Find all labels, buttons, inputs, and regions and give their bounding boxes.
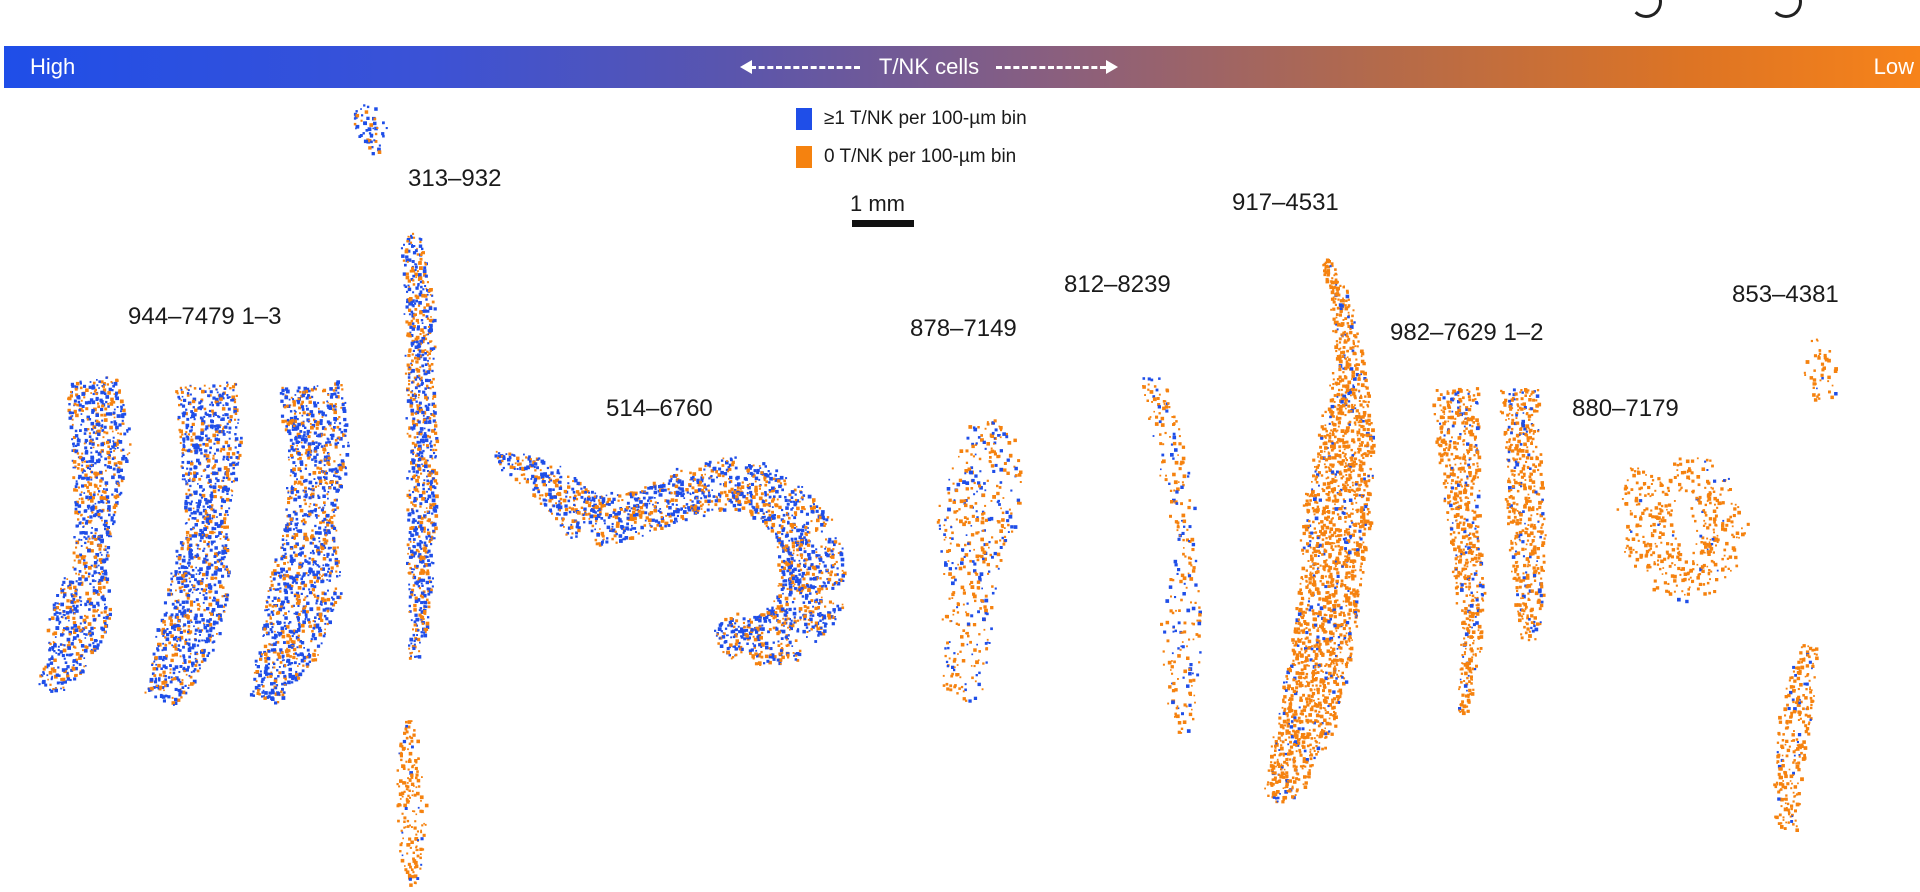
tissue-982-7629-1 — [1432, 387, 1487, 716]
arrow-left-icon — [740, 60, 752, 74]
gradient-high-label: High — [30, 54, 76, 79]
tissue-944-7479-3 — [249, 380, 350, 705]
legend-swatch-orange — [796, 146, 812, 168]
dashed-line-right — [996, 66, 1106, 69]
tissue-982-7629-2 — [1499, 388, 1547, 642]
tissue-880-7179 — [1616, 457, 1750, 604]
sample-label-880-7179: 880–7179 — [1572, 395, 1679, 422]
sample-label-853-4381: 853–4381 — [1732, 281, 1839, 308]
tissue-812-8239 — [1142, 377, 1202, 734]
tissue-944-7479-1 — [38, 376, 132, 693]
gradient-low-label: Low — [1873, 54, 1914, 79]
scale-bar-label: 1 mm — [850, 191, 905, 216]
sample-label-313-932: 313–932 — [408, 165, 502, 192]
arrow-right-icon — [1106, 60, 1118, 74]
legend-label-zero: 0 T/NK per 100-µm bin — [824, 146, 1017, 167]
dashed-line-left — [750, 66, 860, 69]
gradient-center-label: T/NK cells — [878, 54, 980, 79]
legend-label-high: ≥1 T/NK per 100-µm bin — [824, 108, 1027, 129]
legend-swatch-blue — [796, 108, 812, 130]
tissue-878-7149 — [936, 419, 1023, 703]
tissue-853-4381-top — [1803, 338, 1838, 402]
sample-label-917-4531: 917–4531 — [1232, 189, 1339, 216]
tissue-313-932-bottom — [396, 720, 429, 887]
sample-label-514-6760: 514–6760 — [606, 395, 713, 422]
scale-bar — [852, 220, 914, 227]
tissue-944-7479-2 — [144, 381, 243, 706]
sample-label-944-7479: 944–7479 1–3 — [128, 303, 282, 330]
sample-label-878-7149: 878–7149 — [910, 315, 1017, 342]
tissue-917-4531 — [1264, 258, 1376, 804]
sample-label-812-8239: 812–8239 — [1064, 271, 1171, 298]
tissue-313-932-top — [353, 104, 388, 156]
tissue-853-4381-bottom — [1773, 644, 1819, 832]
tissue-313-932-main — [400, 232, 440, 660]
sample-label-982-7629: 982–7629 1–2 — [1390, 319, 1544, 346]
tissue-514-6760 — [494, 450, 847, 666]
tnk-density-gradient-bar — [4, 46, 1920, 88]
